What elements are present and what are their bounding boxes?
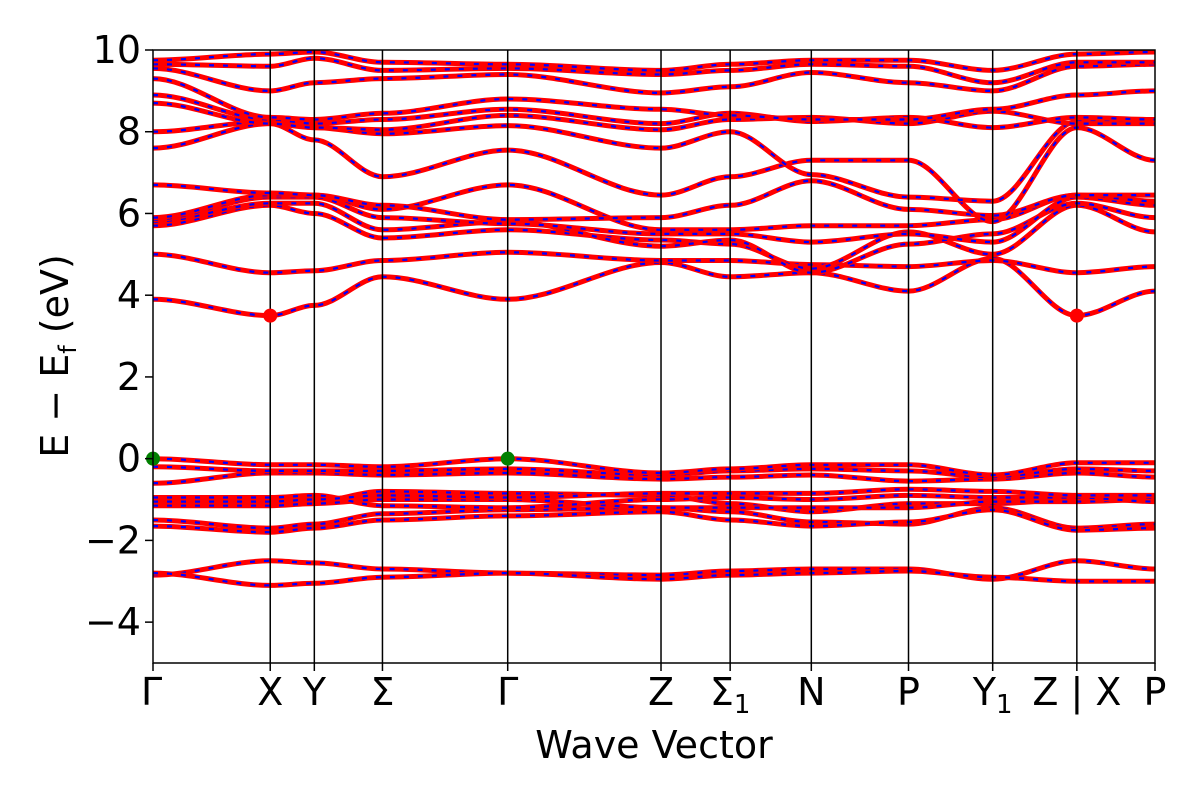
- x-tick-label-7: N: [797, 670, 825, 714]
- x-tick-label-0: Γ: [141, 670, 162, 714]
- band-17-spin-down: [152, 179, 1155, 221]
- x-tick-label-10: Z | X: [1032, 670, 1121, 715]
- x-tick-label-9: Y1: [972, 670, 1013, 720]
- y-tick-label-1: −2: [85, 518, 141, 562]
- band-15-spin-down: [152, 195, 1156, 244]
- band-22-spin-down: [152, 77, 1156, 121]
- band-12-spin-up: [152, 249, 1156, 276]
- band-16-spin-down: [152, 183, 1156, 231]
- x-tick-label-11: P: [1144, 670, 1167, 714]
- y-axis-title-sub: f: [54, 345, 82, 354]
- bands-layer: [152, 49, 1156, 588]
- y-tick-label-2: 0: [117, 437, 141, 481]
- x-axis-title: Wave Vector: [535, 723, 773, 767]
- y-tick-label-5: 6: [117, 191, 141, 235]
- x-tick-label-2: Y: [302, 670, 327, 714]
- band-19-spin-down: [152, 120, 1155, 203]
- band-18-spin-down: [152, 122, 1156, 223]
- x-axis-ticks: Γ X Y Σ Γ Z Σ1 N P Y1 Z | X P: [141, 663, 1166, 720]
- x-tick-label-8: P: [897, 670, 920, 714]
- y-axis-ticks: −4 −2 0 2 4 6 8 10: [85, 28, 153, 644]
- y-tick-label-6: 8: [117, 110, 141, 154]
- band-3-spin-up: [152, 507, 1156, 535]
- y-axis-title-main: E − E: [33, 354, 77, 458]
- band-14-spin-up: [152, 200, 1156, 276]
- band-11-spin-up: [152, 255, 1156, 319]
- y-tick-label-7: 10: [93, 28, 141, 72]
- band-13-spin-up: [152, 202, 1156, 272]
- extrema-markers: [146, 308, 1084, 466]
- x-tick-label-4: Γ: [497, 670, 518, 714]
- cbm-marker-1: [1069, 308, 1084, 323]
- kpoint-lines: [269, 50, 1078, 663]
- x-tick-label-sub-6: 1: [734, 690, 751, 720]
- y-tick-label-0: −4: [85, 600, 141, 644]
- y-tick-label-4: 4: [117, 273, 141, 317]
- band-19-spin-up: [152, 118, 1155, 204]
- x-tick-label-5: Z: [648, 670, 674, 714]
- x-tick-label-1: X: [257, 670, 283, 714]
- x-tick-label-6: Σ1: [710, 670, 751, 720]
- vbm-marker-3: [500, 451, 515, 466]
- y-tick-label-3: 2: [117, 355, 141, 399]
- plot-frame: [152, 49, 1156, 664]
- band-16-spin-up: [152, 182, 1156, 233]
- y-axis-title: E − Ef (eV): [33, 254, 82, 458]
- x-tick-label-3: Σ: [370, 670, 394, 714]
- cbm-marker-0: [263, 308, 278, 323]
- y-axis-title-unit: (eV): [33, 254, 77, 345]
- x-tick-label-sub-9: 1: [996, 690, 1013, 720]
